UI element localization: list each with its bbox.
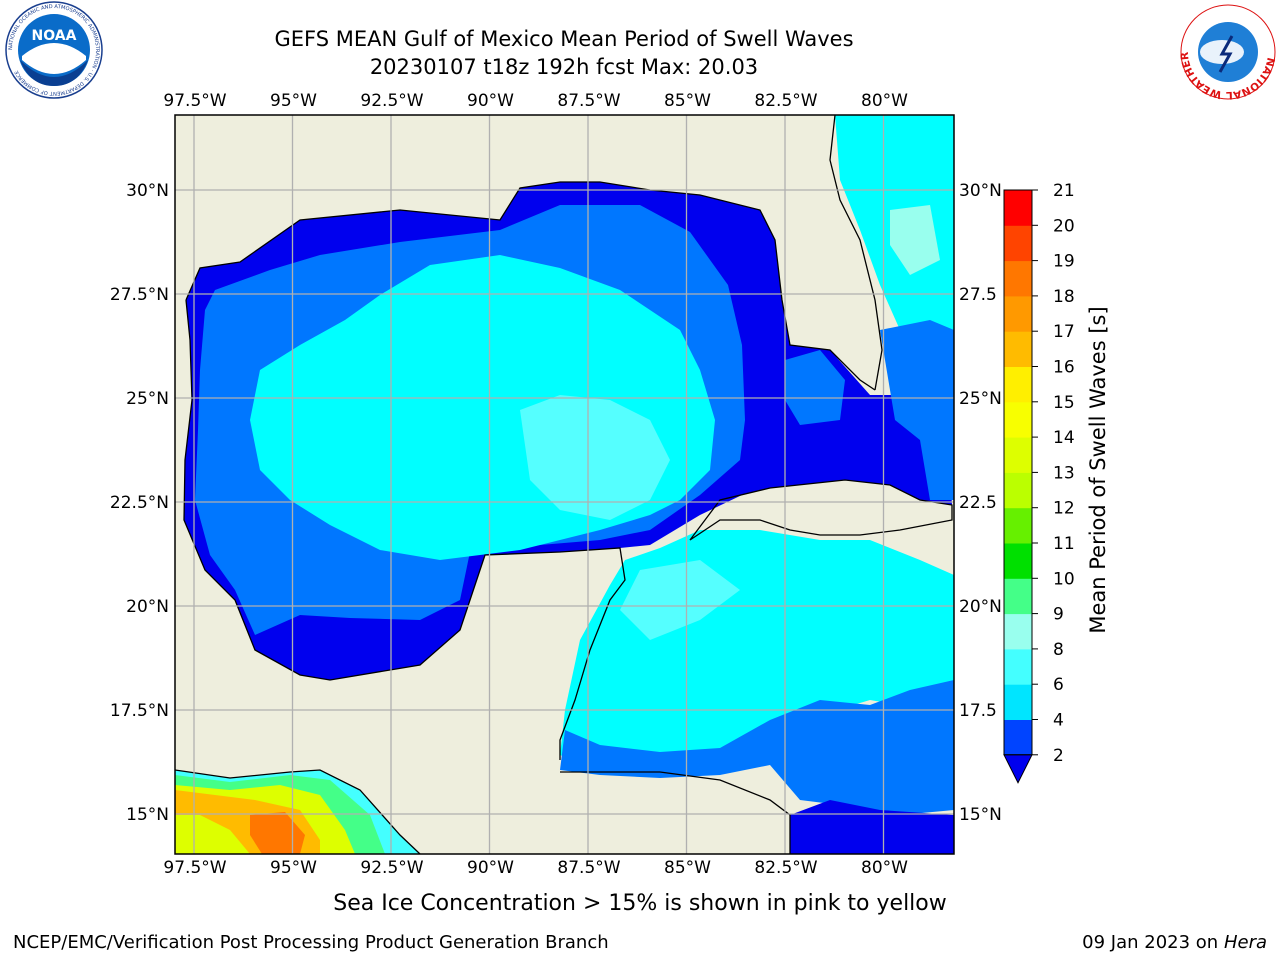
lat-label-left: 20°N bbox=[126, 597, 169, 617]
colorbar-tick-label: 20 bbox=[1053, 216, 1075, 236]
lat-label-right: 25°N bbox=[959, 389, 1002, 409]
atlantic-period-8-9-zone bbox=[890, 205, 940, 275]
lon-label-bottom: 90°W bbox=[467, 858, 514, 878]
colorbar-tick-label: 8 bbox=[1053, 640, 1064, 660]
colorbar-tick-label: 4 bbox=[1053, 711, 1064, 731]
colorbar-tick-label: 9 bbox=[1053, 605, 1064, 625]
colorbar-tick-label: 21 bbox=[1053, 181, 1075, 201]
colorbar-tick-label: 16 bbox=[1053, 358, 1075, 378]
lon-label-top: 95°W bbox=[270, 91, 317, 111]
colorbar-tick-label: 19 bbox=[1053, 252, 1075, 272]
florida-east-coastline bbox=[829, 115, 883, 391]
gulf-coastline bbox=[185, 181, 876, 391]
lat-label-left: 15°N bbox=[126, 805, 169, 825]
lon-label-bottom: 92.5°W bbox=[360, 858, 423, 878]
colorbar-segment bbox=[1004, 613, 1032, 650]
colorbar-segment bbox=[1004, 472, 1032, 509]
colorbar-segment bbox=[1004, 684, 1032, 720]
machine-name: Hera bbox=[1223, 932, 1267, 953]
colorbar-segment bbox=[1004, 366, 1032, 403]
bahamas-band bbox=[880, 320, 954, 500]
florida-east-band bbox=[785, 350, 845, 425]
colorbar-tick-label: 13 bbox=[1053, 463, 1075, 483]
lon-label-bottom: 80°W bbox=[861, 858, 908, 878]
colorbar-segment bbox=[1004, 648, 1032, 685]
lon-label-top: 90°W bbox=[467, 91, 514, 111]
lat-label-right: 22.5 bbox=[959, 493, 997, 513]
colorbar-tick-label: 17 bbox=[1053, 322, 1075, 342]
lat-label-right: 15°N bbox=[959, 805, 1002, 825]
colorbar-segment bbox=[1004, 437, 1032, 473]
lat-label-left: 27.5°N bbox=[110, 285, 169, 305]
lat-label-left: 30°N bbox=[126, 181, 169, 201]
colorbar-segment bbox=[1004, 225, 1032, 262]
colorbar-segment bbox=[1004, 543, 1032, 579]
colorbar-label: Mean Period of Swell Waves [s] bbox=[1086, 306, 1110, 633]
nws-logo: NATIONAL WEATHER SERVICE bbox=[1176, 0, 1277, 100]
lon-label-bottom: 95°W bbox=[270, 858, 317, 878]
colorbar-segment bbox=[1004, 401, 1032, 438]
colorbar-segment bbox=[1004, 507, 1032, 544]
colorbar-tick-label: 10 bbox=[1053, 569, 1075, 589]
noaa-logo: NATIONAL OCEANIC AND ATMOSPHERIC ADMINIS… bbox=[5, 1, 103, 99]
colorbar-tick-label: 12 bbox=[1053, 499, 1075, 519]
lat-label-right: 17.5 bbox=[959, 701, 997, 721]
lat-label-right: 30°N bbox=[959, 181, 1002, 201]
colorbar: 2 4 6 8 9 10 11 12 13 14 15 16 17 18 19 20 21 bbox=[1003, 181, 1075, 784]
date-text: 09 Jan 2023 on bbox=[1082, 932, 1219, 953]
sea-ice-caption: Sea Ice Concentration > 15% is shown in … bbox=[333, 891, 947, 916]
colorbar-under-arrow bbox=[1003, 754, 1033, 784]
colorbar-segment bbox=[1004, 331, 1032, 367]
lat-label-right: 27.5 bbox=[959, 285, 997, 305]
forecast-subtitle: 20230107 t18z 192h fcst Max: 20.03 bbox=[369, 55, 759, 79]
noaa-logo-text: NOAA bbox=[32, 28, 77, 44]
lon-label-top: 85°W bbox=[664, 91, 711, 111]
lat-label-left: 22.5°N bbox=[110, 493, 169, 513]
lon-label-top: 80°W bbox=[861, 91, 908, 111]
honduras-coastline bbox=[560, 771, 791, 854]
map-title: GEFS MEAN Gulf of Mexico Mean Period of … bbox=[274, 27, 854, 51]
colorbar-tick-label: 18 bbox=[1053, 287, 1075, 307]
caribbean-south-band bbox=[560, 680, 954, 815]
colorbar-segment bbox=[1004, 578, 1032, 615]
lat-label-left: 17.5°N bbox=[110, 701, 169, 721]
colorbar-tick-label: 14 bbox=[1053, 428, 1075, 448]
lon-label-top: 82.5°W bbox=[754, 91, 817, 111]
colorbar-tick-label: 11 bbox=[1053, 534, 1075, 554]
lat-label-left: 25°N bbox=[126, 389, 169, 409]
central-america-coastline bbox=[175, 769, 421, 854]
colorbar-tick-label: 15 bbox=[1053, 393, 1075, 413]
lon-label-bottom: 82.5°W bbox=[754, 858, 817, 878]
caribbean-period-6-8-zone bbox=[620, 560, 740, 640]
lon-label-bottom: 85°W bbox=[664, 858, 711, 878]
lon-label-top: 92.5°W bbox=[360, 91, 423, 111]
colorbar-segment bbox=[1004, 295, 1032, 332]
lat-label-right: 20°N bbox=[959, 597, 1002, 617]
gulf-period-6-8-zone bbox=[520, 395, 670, 520]
lon-label-bottom: 97.5°W bbox=[163, 858, 226, 878]
lon-label-bottom: 87.5°W bbox=[557, 858, 620, 878]
lon-label-top: 97.5°W bbox=[163, 91, 226, 111]
colorbar-segment bbox=[1004, 190, 1032, 226]
lon-label-top: 87.5°W bbox=[557, 91, 620, 111]
cuba-coastline bbox=[689, 479, 953, 541]
date-stamp: 09 Jan 2023 on Hera bbox=[1082, 932, 1267, 953]
credit-line: NCEP/EMC/Verification Post Processing Pr… bbox=[13, 932, 609, 953]
mexico-coastline bbox=[183, 299, 626, 760]
colorbar-tick-label: 6 bbox=[1053, 675, 1064, 695]
colorbar-segment bbox=[1004, 719, 1032, 756]
pacific-period-18-zone bbox=[250, 812, 305, 854]
colorbar-tick-label: 2 bbox=[1053, 746, 1064, 766]
colorbar-segment bbox=[1004, 260, 1032, 297]
map-frame bbox=[174, 114, 955, 855]
